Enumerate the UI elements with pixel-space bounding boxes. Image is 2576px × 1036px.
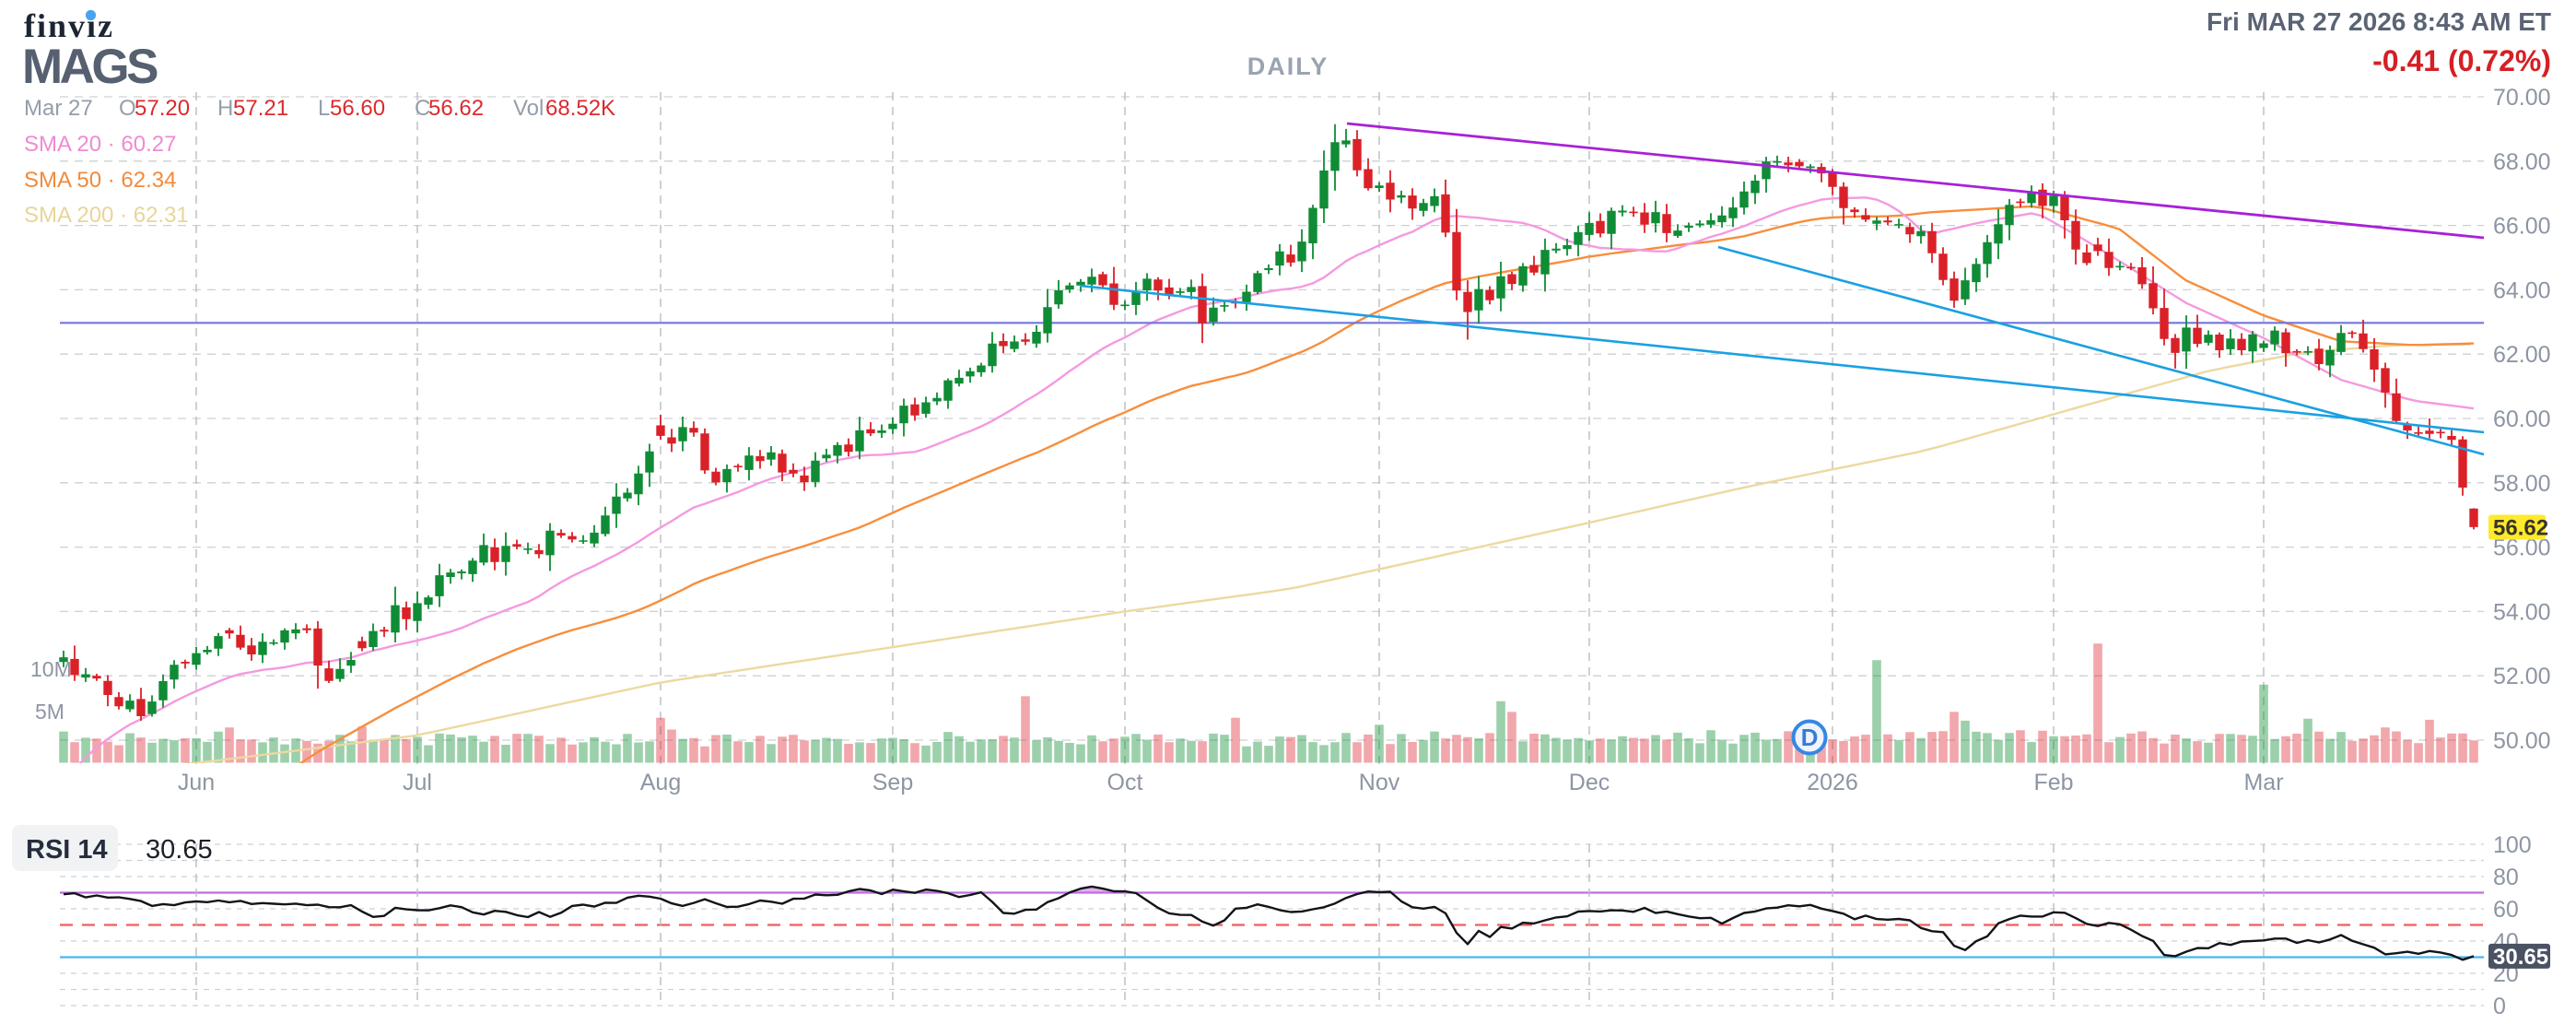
- svg-text:O: O: [119, 96, 136, 121]
- svg-text:60: 60: [2493, 897, 2519, 923]
- svg-text:MAGS: MAGS: [22, 40, 158, 94]
- svg-text:50.00: 50.00: [2493, 728, 2551, 754]
- svg-text:68.00: 68.00: [2493, 149, 2551, 175]
- svg-text:Mar: Mar: [2243, 770, 2283, 795]
- svg-text:2026: 2026: [1807, 770, 1858, 795]
- svg-text:30.65: 30.65: [2493, 945, 2548, 970]
- svg-text:10M: 10M: [30, 657, 72, 681]
- svg-text:0: 0: [2493, 994, 2506, 1019]
- svg-text:70.00: 70.00: [2493, 85, 2551, 111]
- svg-text:54.00: 54.00: [2493, 599, 2551, 625]
- svg-text:58.00: 58.00: [2493, 471, 2551, 497]
- svg-text:C: C: [415, 96, 430, 121]
- svg-text:Vol: Vol: [513, 96, 544, 121]
- svg-text:66.00: 66.00: [2493, 214, 2551, 240]
- svg-text:SMA 50 · 62.34: SMA 50 · 62.34: [24, 168, 176, 193]
- svg-text:finviz: finviz: [24, 7, 114, 44]
- svg-text:Nov: Nov: [1359, 770, 1400, 795]
- svg-text:Fri MAR 27 2026 8:43 AM ET: Fri MAR 27 2026 8:43 AM ET: [2207, 7, 2551, 36]
- svg-text:68.52K: 68.52K: [545, 96, 615, 121]
- svg-text:RSI 14: RSI 14: [26, 835, 108, 865]
- svg-text:L: L: [318, 96, 330, 121]
- svg-text:SMA 20 · 60.27: SMA 20 · 60.27: [24, 132, 176, 157]
- svg-text:5M: 5M: [35, 700, 64, 724]
- svg-text:DAILY: DAILY: [1247, 53, 1329, 80]
- svg-text:62.00: 62.00: [2493, 342, 2551, 368]
- svg-text:H: H: [217, 96, 233, 121]
- svg-text:SMA 200 · 62.31: SMA 200 · 62.31: [24, 203, 189, 228]
- svg-text:56.60: 56.60: [330, 96, 385, 121]
- svg-text:Oct: Oct: [1107, 770, 1143, 795]
- svg-text:D: D: [1801, 724, 1819, 751]
- svg-text:Jul: Jul: [403, 770, 432, 795]
- svg-text:Feb: Feb: [2033, 770, 2073, 795]
- svg-text:60.00: 60.00: [2493, 406, 2551, 432]
- svg-text:100: 100: [2493, 832, 2532, 858]
- svg-text:Sep: Sep: [872, 770, 913, 795]
- svg-text:-0.41 (0.72%): -0.41 (0.72%): [2372, 44, 2551, 77]
- svg-text:Mar 27: Mar 27: [24, 96, 93, 121]
- svg-text:57.20: 57.20: [135, 96, 190, 121]
- svg-text:56.62: 56.62: [2493, 516, 2548, 541]
- svg-text:Aug: Aug: [640, 770, 681, 795]
- svg-text:30.65: 30.65: [146, 835, 213, 865]
- svg-text:57.21: 57.21: [233, 96, 288, 121]
- svg-text:80: 80: [2493, 865, 2519, 890]
- svg-text:Jun: Jun: [178, 770, 215, 795]
- svg-text:52.00: 52.00: [2493, 664, 2551, 689]
- svg-text:56.62: 56.62: [428, 96, 484, 121]
- svg-text:Dec: Dec: [1569, 770, 1610, 795]
- svg-text:64.00: 64.00: [2493, 277, 2551, 303]
